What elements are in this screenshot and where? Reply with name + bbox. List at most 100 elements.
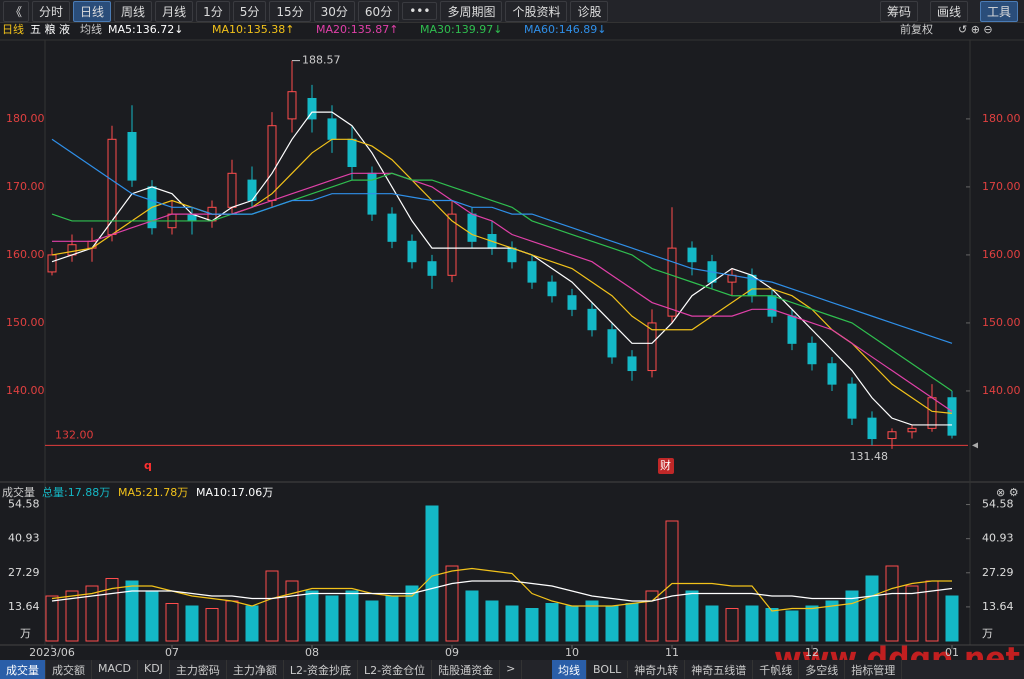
ref-arrow [972, 442, 978, 449]
volume-bar [605, 605, 619, 642]
tab[interactable]: 主力密码 [170, 659, 227, 679]
toolbar-button[interactable]: 30分 [313, 0, 355, 22]
volume-bar [245, 605, 259, 642]
tab[interactable]: 均线 [552, 659, 587, 679]
volume-bar [705, 605, 719, 642]
tab[interactable]: 神奇九转 [628, 659, 686, 679]
y-tick-label: 150.00 [982, 316, 1021, 329]
volume-bar [165, 603, 179, 642]
tab[interactable]: 成交量 [0, 659, 46, 679]
volume-bar [785, 610, 799, 642]
y-tick-label: 180.00 [982, 112, 1021, 125]
volume-title: 成交量 [2, 485, 35, 499]
candle-body [267, 125, 277, 202]
volume-bar [405, 585, 419, 642]
x-tick-label: 11 [665, 646, 679, 659]
y-tick-label: 160.00 [6, 248, 45, 261]
volume-bar [125, 580, 139, 642]
toolbar-button[interactable]: 1分 [196, 0, 230, 22]
legend-entry: MA20:135.87↑ [316, 23, 398, 36]
tab[interactable]: L2-资金仓位 [358, 659, 433, 679]
toolbar-button[interactable]: 多周期图 [440, 0, 503, 22]
tab[interactable]: 成交额 [46, 659, 92, 679]
tab[interactable]: MACD [92, 659, 138, 679]
candle-body [347, 138, 357, 168]
volume-bar [385, 595, 399, 642]
ma-line [51, 138, 953, 344]
legend-entry: MA10:135.38↑ [212, 23, 294, 36]
volume-unit: 万 [982, 627, 993, 640]
candle-body [227, 172, 237, 208]
volume-bar [205, 608, 219, 642]
tab[interactable]: L2-资金抄底 [284, 659, 359, 679]
candle-body [507, 247, 517, 263]
ma-line [51, 138, 953, 414]
y-tick-label: 150.00 [6, 316, 45, 329]
toolbar-button[interactable]: 15分 [269, 0, 311, 22]
volume-bar [545, 603, 559, 642]
y-tick-label: 170.00 [6, 180, 45, 193]
toolbar-button[interactable]: 《 [3, 0, 30, 22]
marker-box [658, 458, 674, 474]
x-tick-label: 12 [805, 646, 819, 659]
candle-body [447, 213, 457, 276]
toolbar-button[interactable]: 5分 [232, 0, 267, 22]
toolbar-button[interactable]: 画线 [929, 0, 968, 22]
candle-body [947, 397, 957, 436]
tab[interactable]: 指标管理 [845, 659, 903, 679]
tab[interactable]: 主力净额 [227, 659, 284, 679]
legend-entry: MA60:146.89↓ [524, 23, 606, 36]
toolbar-button[interactable]: ••• [402, 2, 438, 20]
candle-body [547, 281, 557, 297]
min-label: 131.48 [850, 450, 889, 463]
toolbar-button[interactable]: 诊股 [570, 0, 609, 22]
y-tick-label: 40.93 [982, 532, 1014, 545]
chart: 日线 五 粮 液 均线 前复权 ↺ ⊕ ⊖ 成交量 总量:17.88万 ⊗ ⚙ … [0, 22, 1024, 660]
icons[interactable]: ↺ ⊕ ⊖ [958, 23, 993, 36]
tab[interactable]: KDJ [138, 659, 170, 679]
volume-bar [425, 505, 439, 642]
volume-unit: 万 [20, 627, 31, 640]
toolbar-button[interactable]: 月线 [155, 0, 194, 22]
tab[interactable]: BOLL [587, 661, 629, 678]
toolbar-button[interactable]: 工具 [979, 0, 1018, 22]
volume-bar [665, 520, 679, 642]
tab[interactable]: 多空线 [799, 659, 846, 679]
icons[interactable]: ⊗ ⚙ [996, 486, 1019, 499]
marker: 财 [660, 458, 671, 472]
tabs: 成交量 成交额 MACD KDJ 主力密码 主力净额 L2-资金抄底 L2-资金仓位 陆股通资金… [0, 659, 1024, 679]
candle-body [667, 247, 677, 317]
y-tick-label: 140.00 [6, 384, 45, 397]
volume-bar [825, 600, 839, 642]
toolbar-button[interactable]: 筹码 [879, 0, 918, 22]
toolbar-right: 筹码 画线 工具 [868, 0, 1018, 22]
toolbar-button[interactable]: 60分 [357, 0, 400, 22]
tab[interactable]: > [500, 659, 523, 679]
y-tick-label: 54.58 [982, 498, 1014, 511]
x-tick-label: 2023/06 [29, 646, 75, 659]
toolbar-button[interactable]: 个股资料 [505, 0, 568, 22]
toolbar-button[interactable]: 周线 [114, 0, 153, 22]
candle-body [47, 254, 57, 273]
toolbar-button[interactable]: 分时 [32, 0, 71, 22]
tab[interactable]: 千帆线 [753, 659, 800, 679]
volume-bar [285, 580, 299, 642]
volume-bar [305, 590, 319, 642]
y-tick-label: 140.00 [982, 384, 1021, 397]
reference-label: 132.00 [55, 428, 94, 441]
candle-body [887, 431, 897, 440]
candle-body [287, 91, 297, 120]
tab[interactable]: 陆股通资金 [432, 659, 501, 679]
volume-bar [905, 585, 919, 642]
marker: q [144, 459, 152, 472]
ma-line [51, 111, 952, 426]
volume-bar [485, 600, 499, 642]
tab[interactable]: 神奇五线谱 [685, 659, 754, 679]
volume-bar [945, 595, 959, 642]
toolbar-button[interactable]: 日线 [73, 0, 112, 22]
candle-body [807, 342, 817, 365]
candle-body [567, 295, 577, 310]
candle-body [927, 397, 937, 429]
volume-bar [505, 605, 519, 642]
volume-bar [145, 590, 159, 642]
